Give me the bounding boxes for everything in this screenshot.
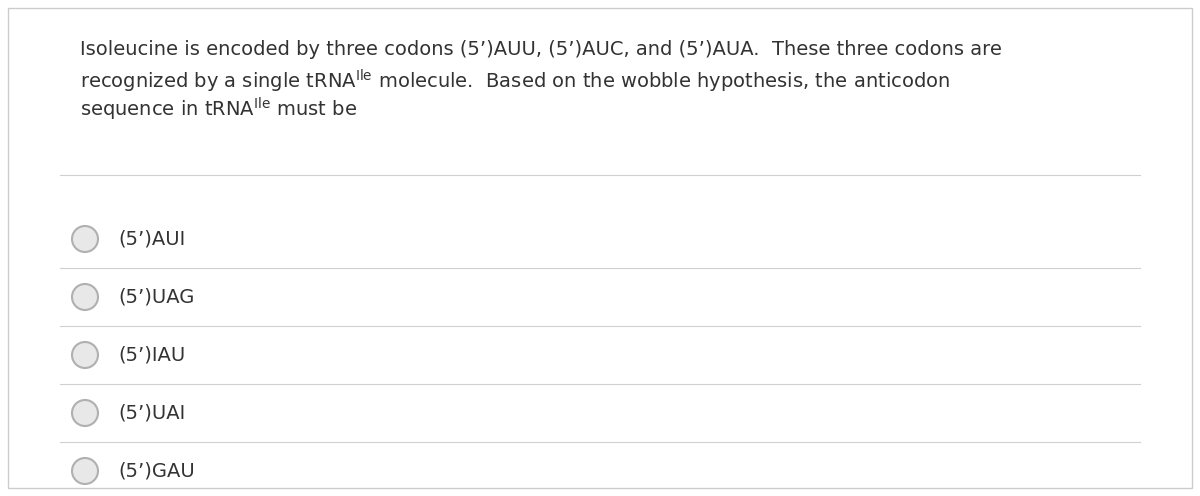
Circle shape [72, 400, 98, 426]
Circle shape [72, 284, 98, 310]
Text: (5’)GAU: (5’)GAU [118, 461, 194, 481]
Text: (5’)UAI: (5’)UAI [118, 404, 185, 423]
Text: (5’)UAG: (5’)UAG [118, 288, 194, 307]
Text: recognized by a single tRNA$^{\mathrm{Ile}}$ molecule.  Based on the wobble hypo: recognized by a single tRNA$^{\mathrm{Il… [80, 68, 950, 95]
Circle shape [72, 458, 98, 484]
Circle shape [72, 226, 98, 252]
Text: (5’)IAU: (5’)IAU [118, 346, 185, 365]
Text: Isoleucine is encoded by three codons (5’)AUU, (5’)AUC, and (5’)AUA.  These thre: Isoleucine is encoded by three codons (5… [80, 40, 1002, 59]
Circle shape [72, 342, 98, 368]
Text: (5’)AUI: (5’)AUI [118, 230, 185, 248]
Text: sequence in tRNA$^{\mathrm{Ile}}$ must be: sequence in tRNA$^{\mathrm{Ile}}$ must b… [80, 96, 358, 123]
